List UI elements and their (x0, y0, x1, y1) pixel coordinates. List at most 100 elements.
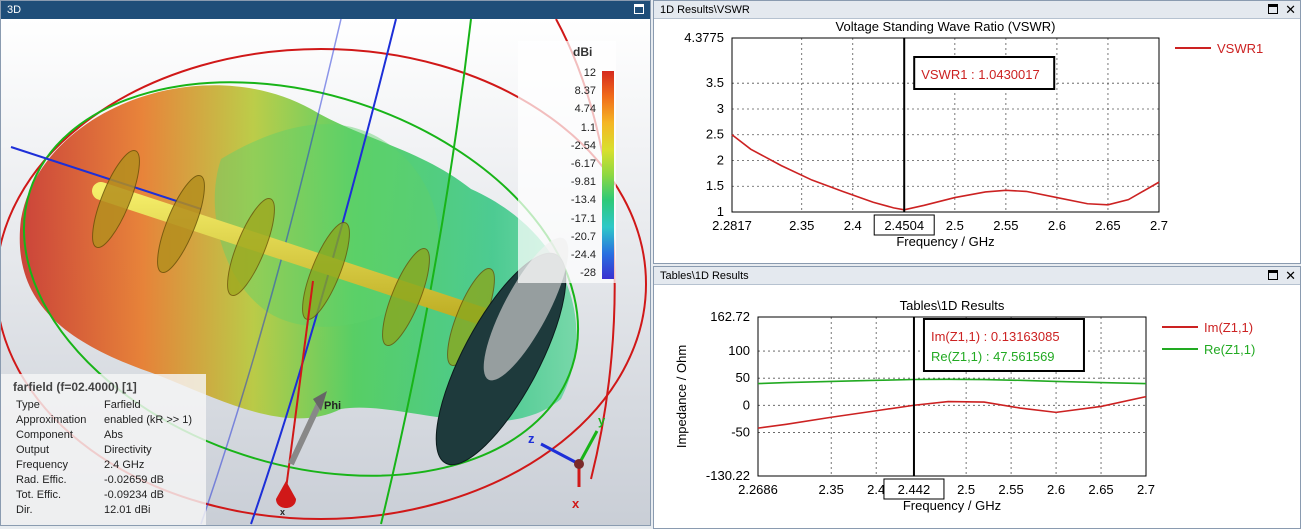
x-tick-label: 2.35 (789, 218, 814, 233)
plot-frame (757, 316, 1147, 477)
legend-entry[interactable]: Re(Z1,1) (1204, 342, 1255, 357)
y-tick-label: 1.5 (706, 178, 724, 193)
colorbar-tick-label: -20.7 (570, 230, 596, 243)
x-axis-label: x (572, 496, 580, 511)
colorbar-tick-label: -17.1 (570, 212, 596, 225)
series-line-1[interactable] (757, 378, 1147, 385)
colorbar-tick-label: 12 (583, 67, 596, 79)
colorbar-tick-label: -9.81 (570, 176, 596, 189)
panel-vswr-title: 1D Results\VSWR (660, 4, 750, 16)
maximize-icon[interactable] (1268, 270, 1278, 280)
x-tick-label: 2.5 (957, 482, 975, 497)
panel-3d: 3D (0, 0, 651, 526)
legend-entry[interactable]: Im(Z1,1) (1204, 320, 1253, 335)
farfield-info-box: farfield (f=02.4000) [1] Type Farfield App… (1, 374, 206, 525)
y-tick-label: -50 (731, 424, 750, 439)
info-key: Dir. (16, 504, 33, 516)
colorbar-tick-label: -6.17 (570, 158, 596, 170)
chart-title: Voltage Standing Wave Ratio (VSWR) (836, 19, 1056, 34)
y-tick-label: 2.5 (706, 127, 724, 142)
colorbar-unit: dBi (573, 45, 593, 59)
colorbar-tick-label: -24.4 (570, 249, 596, 261)
info-value: Abs (104, 429, 123, 441)
info-value: Farfield (104, 399, 141, 411)
x-axis-title: Frequency / GHz (903, 498, 1001, 513)
marker-x-label: 2.4504 (884, 218, 924, 233)
panel-impedance: Tables\1D Results ✕ Tables\1D Results 2.2… (653, 266, 1301, 529)
marker-value-label: VSWR1 : 1.0430017 (921, 67, 1040, 82)
marker-x-box (873, 214, 935, 236)
close-icon[interactable]: ✕ (1285, 268, 1296, 283)
x-tick-label: 2.2686 (738, 482, 778, 497)
marker-value-box (913, 56, 1056, 90)
colorbar-tick-label: 1.1 (580, 121, 596, 134)
x-tick-label: 2.55 (993, 218, 1018, 233)
panel-impedance-titlebar: Tables\1D Results ✕ (654, 267, 1300, 285)
y-tick-label: 2 (717, 152, 724, 167)
phi-axis-label: Phi (324, 400, 341, 412)
x-axis-title: Frequency / GHz (896, 234, 994, 249)
series-line-0[interactable] (731, 134, 1160, 211)
colorbar-legend: dBi 12 8.37 4.74 1.1 -2.54 -6.17 -9.81 -13.4 -17… (518, 41, 616, 283)
x-tick-label: 2.5 (946, 218, 964, 233)
farfield-3d-view[interactable]: Phi x z y x dBi 12 8.37 4.74 1.1 -2.54 -6.17 -… (1, 18, 650, 525)
marker-x-label: 2.442 (898, 482, 931, 497)
colorbar-tick-label: -2.54 (570, 139, 596, 152)
info-value: -0.02659 dB (104, 474, 164, 486)
y-axis-label: y (598, 413, 606, 428)
panel-impedance-title: Tables\1D Results (660, 270, 749, 282)
farfield-info-title: farfield (f=02.4000) [1] (13, 380, 137, 394)
maximize-icon[interactable] (634, 4, 644, 14)
x-axis-marker-label: x (280, 507, 285, 517)
x-tick-label: 2.7 (1150, 218, 1168, 233)
colorbar-tick-label: 8.37 (574, 85, 596, 98)
x-tick-label: 2.65 (1095, 218, 1120, 233)
panel-vswr: 1D Results\VSWR ✕ Voltage Standing Wave … (653, 0, 1301, 264)
panel-3d-title: 3D (7, 4, 22, 16)
marker-value-label: Im(Z1,1) : 0.13163085 (931, 329, 1060, 344)
info-key: Frequency (16, 459, 68, 471)
impedance-chart[interactable]: Tables\1D Results 2.2686 2.35 2.4 2.442 2.5 2.… (654, 285, 1300, 528)
x-tick-label: 2.4 (867, 482, 885, 497)
x-tick-label: 2.7 (1137, 482, 1155, 497)
legend-entry[interactable]: VSWR1 (1217, 41, 1263, 56)
maximize-icon[interactable] (1268, 4, 1278, 14)
colorbar-tick-label: 4.74 (574, 103, 596, 116)
info-key: Component (16, 429, 73, 441)
panel-3d-titlebar: 3D (1, 1, 650, 19)
y-tick-label: 3.5 (706, 75, 724, 90)
z-axis-label: z (528, 431, 535, 446)
info-value: 12.01 dBi (104, 504, 151, 516)
y-axis-title: Impedance / Ohm (674, 345, 689, 448)
y-tick-label: 50 (736, 370, 750, 385)
info-value: -0.09234 dB (104, 489, 164, 501)
close-icon[interactable]: ✕ (1285, 2, 1296, 17)
x-tick-label: 2.2817 (712, 218, 752, 233)
chart-title: Tables\1D Results (900, 298, 1005, 313)
info-value: 2.4 GHz (104, 459, 145, 471)
y-tick-label: 100 (728, 343, 750, 358)
marker-x-box (883, 478, 945, 500)
y-tick-label: 0 (743, 397, 750, 412)
info-key: Rad. Effic. (16, 474, 67, 486)
colorbar-tick-label: -28 (580, 267, 596, 280)
x-tick-label: 2.55 (998, 482, 1023, 497)
plot-frame (731, 37, 1160, 213)
x-tick-label: 2.6 (1047, 482, 1065, 497)
x-tick-label: 2.65 (1088, 482, 1113, 497)
y-tick-label: 162.72 (710, 309, 750, 324)
y-tick-label: 1 (717, 204, 724, 219)
marker-value-label: Re(Z1,1) : 47.561569 (931, 349, 1055, 364)
x-tick-label: 2.35 (819, 482, 844, 497)
colorbar-tick-label: -13.4 (570, 194, 596, 207)
info-value: enabled (kR >> 1) (104, 414, 193, 426)
y-tick-label: 3 (717, 101, 724, 116)
series-line-0[interactable] (757, 395, 1147, 429)
marker-value-box (922, 318, 1085, 372)
y-tick-label: -130.22 (706, 468, 750, 483)
x-tick-label: 2.6 (1048, 218, 1066, 233)
y-tick-label: 4.3775 (684, 30, 724, 45)
info-key: Tot. Effic. (16, 489, 62, 501)
info-key: Approximation (16, 414, 87, 426)
vswr-chart[interactable]: Voltage Standing Wave Ratio (VSWR) 2.2817… (654, 19, 1300, 263)
